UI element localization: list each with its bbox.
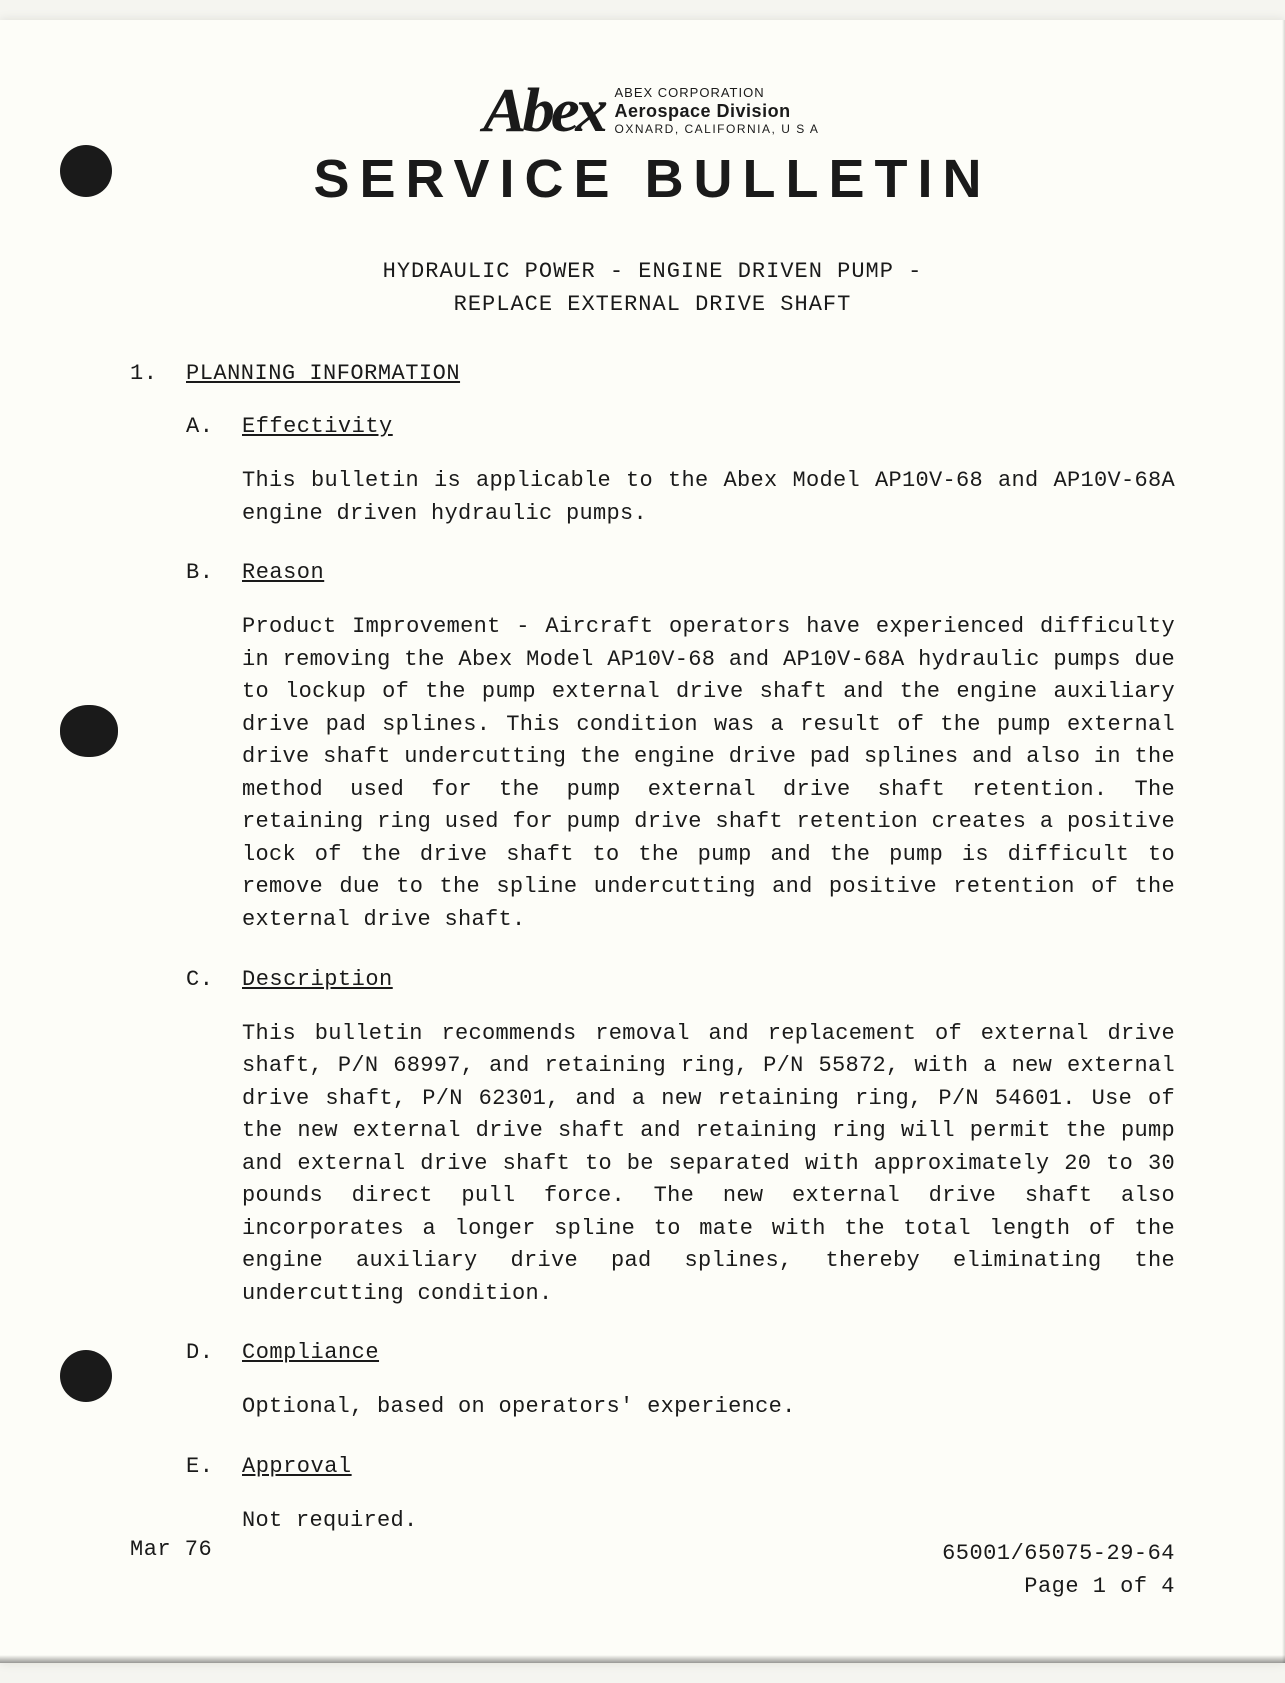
subsection-letter: E. (186, 1454, 242, 1479)
subsection-letter: C. (186, 967, 242, 992)
body-paragraph: Optional, based on operators' experience… (242, 1391, 1175, 1424)
subsection-effectivity: A. Effectivity This bulletin is applicab… (186, 414, 1175, 530)
subsection-heading: B. Reason (186, 560, 1175, 585)
section-heading: 1. PLANNING INFORMATION (130, 361, 1175, 386)
subsection-title: Approval (242, 1454, 352, 1479)
document-footer: Mar 76 65001/65075-29-64 Page 1 of 4 (130, 1537, 1175, 1603)
hole-punch-icon (60, 705, 118, 757)
subsection-description: C. Description This bulletin recommends … (186, 967, 1175, 1311)
body-paragraph: Not required. (242, 1505, 1175, 1538)
corp-name: ABEX CORPORATION (615, 85, 820, 101)
subsection-reason: B. Reason Product Improvement - Aircraft… (186, 560, 1175, 936)
subtitle-line1: HYDRAULIC POWER - ENGINE DRIVEN PUMP - (383, 259, 923, 284)
abex-logo: Abex (483, 80, 604, 142)
subsection-heading: D. Compliance (186, 1340, 1175, 1365)
document-header: Abex ABEX CORPORATION Aerospace Division… (130, 80, 1175, 210)
footer-date: Mar 76 (130, 1537, 212, 1603)
page-bottom-shadow (0, 1655, 1285, 1663)
section-number: 1. (130, 361, 186, 386)
subsection-title: Description (242, 967, 393, 992)
section-planning-information: 1. PLANNING INFORMATION A. Effectivity T… (130, 361, 1175, 1538)
company-info: ABEX CORPORATION Aerospace Division OXNA… (615, 85, 820, 137)
document-subtitle: HYDRAULIC POWER - ENGINE DRIVEN PUMP - R… (130, 255, 1175, 321)
document-number: 65001/65075-29-64 (942, 1541, 1175, 1566)
hole-punch-icon (60, 1350, 112, 1402)
location: OXNARD, CALIFORNIA, U S A (615, 122, 820, 136)
subsection-letter: A. (186, 414, 242, 439)
subsection-title: Effectivity (242, 414, 393, 439)
main-title: SERVICE BULLETIN (130, 148, 1175, 210)
footer-right: 65001/65075-29-64 Page 1 of 4 (942, 1537, 1175, 1603)
section-title: PLANNING INFORMATION (186, 361, 460, 386)
subsection-letter: B. (186, 560, 242, 585)
subsection-compliance: D. Compliance Optional, based on operato… (186, 1340, 1175, 1424)
subsection-approval: E. Approval Not required. (186, 1454, 1175, 1538)
page-number: Page 1 of 4 (1024, 1574, 1175, 1599)
body-paragraph: This bulletin is applicable to the Abex … (242, 465, 1175, 530)
division-name: Aerospace Division (615, 101, 820, 123)
hole-punch-icon (60, 145, 112, 197)
subsection-heading: E. Approval (186, 1454, 1175, 1479)
logo-row: Abex ABEX CORPORATION Aerospace Division… (486, 80, 820, 142)
subtitle-line2: REPLACE EXTERNAL DRIVE SHAFT (454, 292, 852, 317)
subsection-title: Compliance (242, 1340, 379, 1365)
subsection-heading: C. Description (186, 967, 1175, 992)
document-page: Abex ABEX CORPORATION Aerospace Division… (0, 20, 1285, 1663)
subsection-title: Reason (242, 560, 324, 585)
body-paragraph: Product Improvement - Aircraft operators… (242, 611, 1175, 936)
subsection-letter: D. (186, 1340, 242, 1365)
body-paragraph: This bulletin recommends removal and rep… (242, 1018, 1175, 1311)
subsection-heading: A. Effectivity (186, 414, 1175, 439)
